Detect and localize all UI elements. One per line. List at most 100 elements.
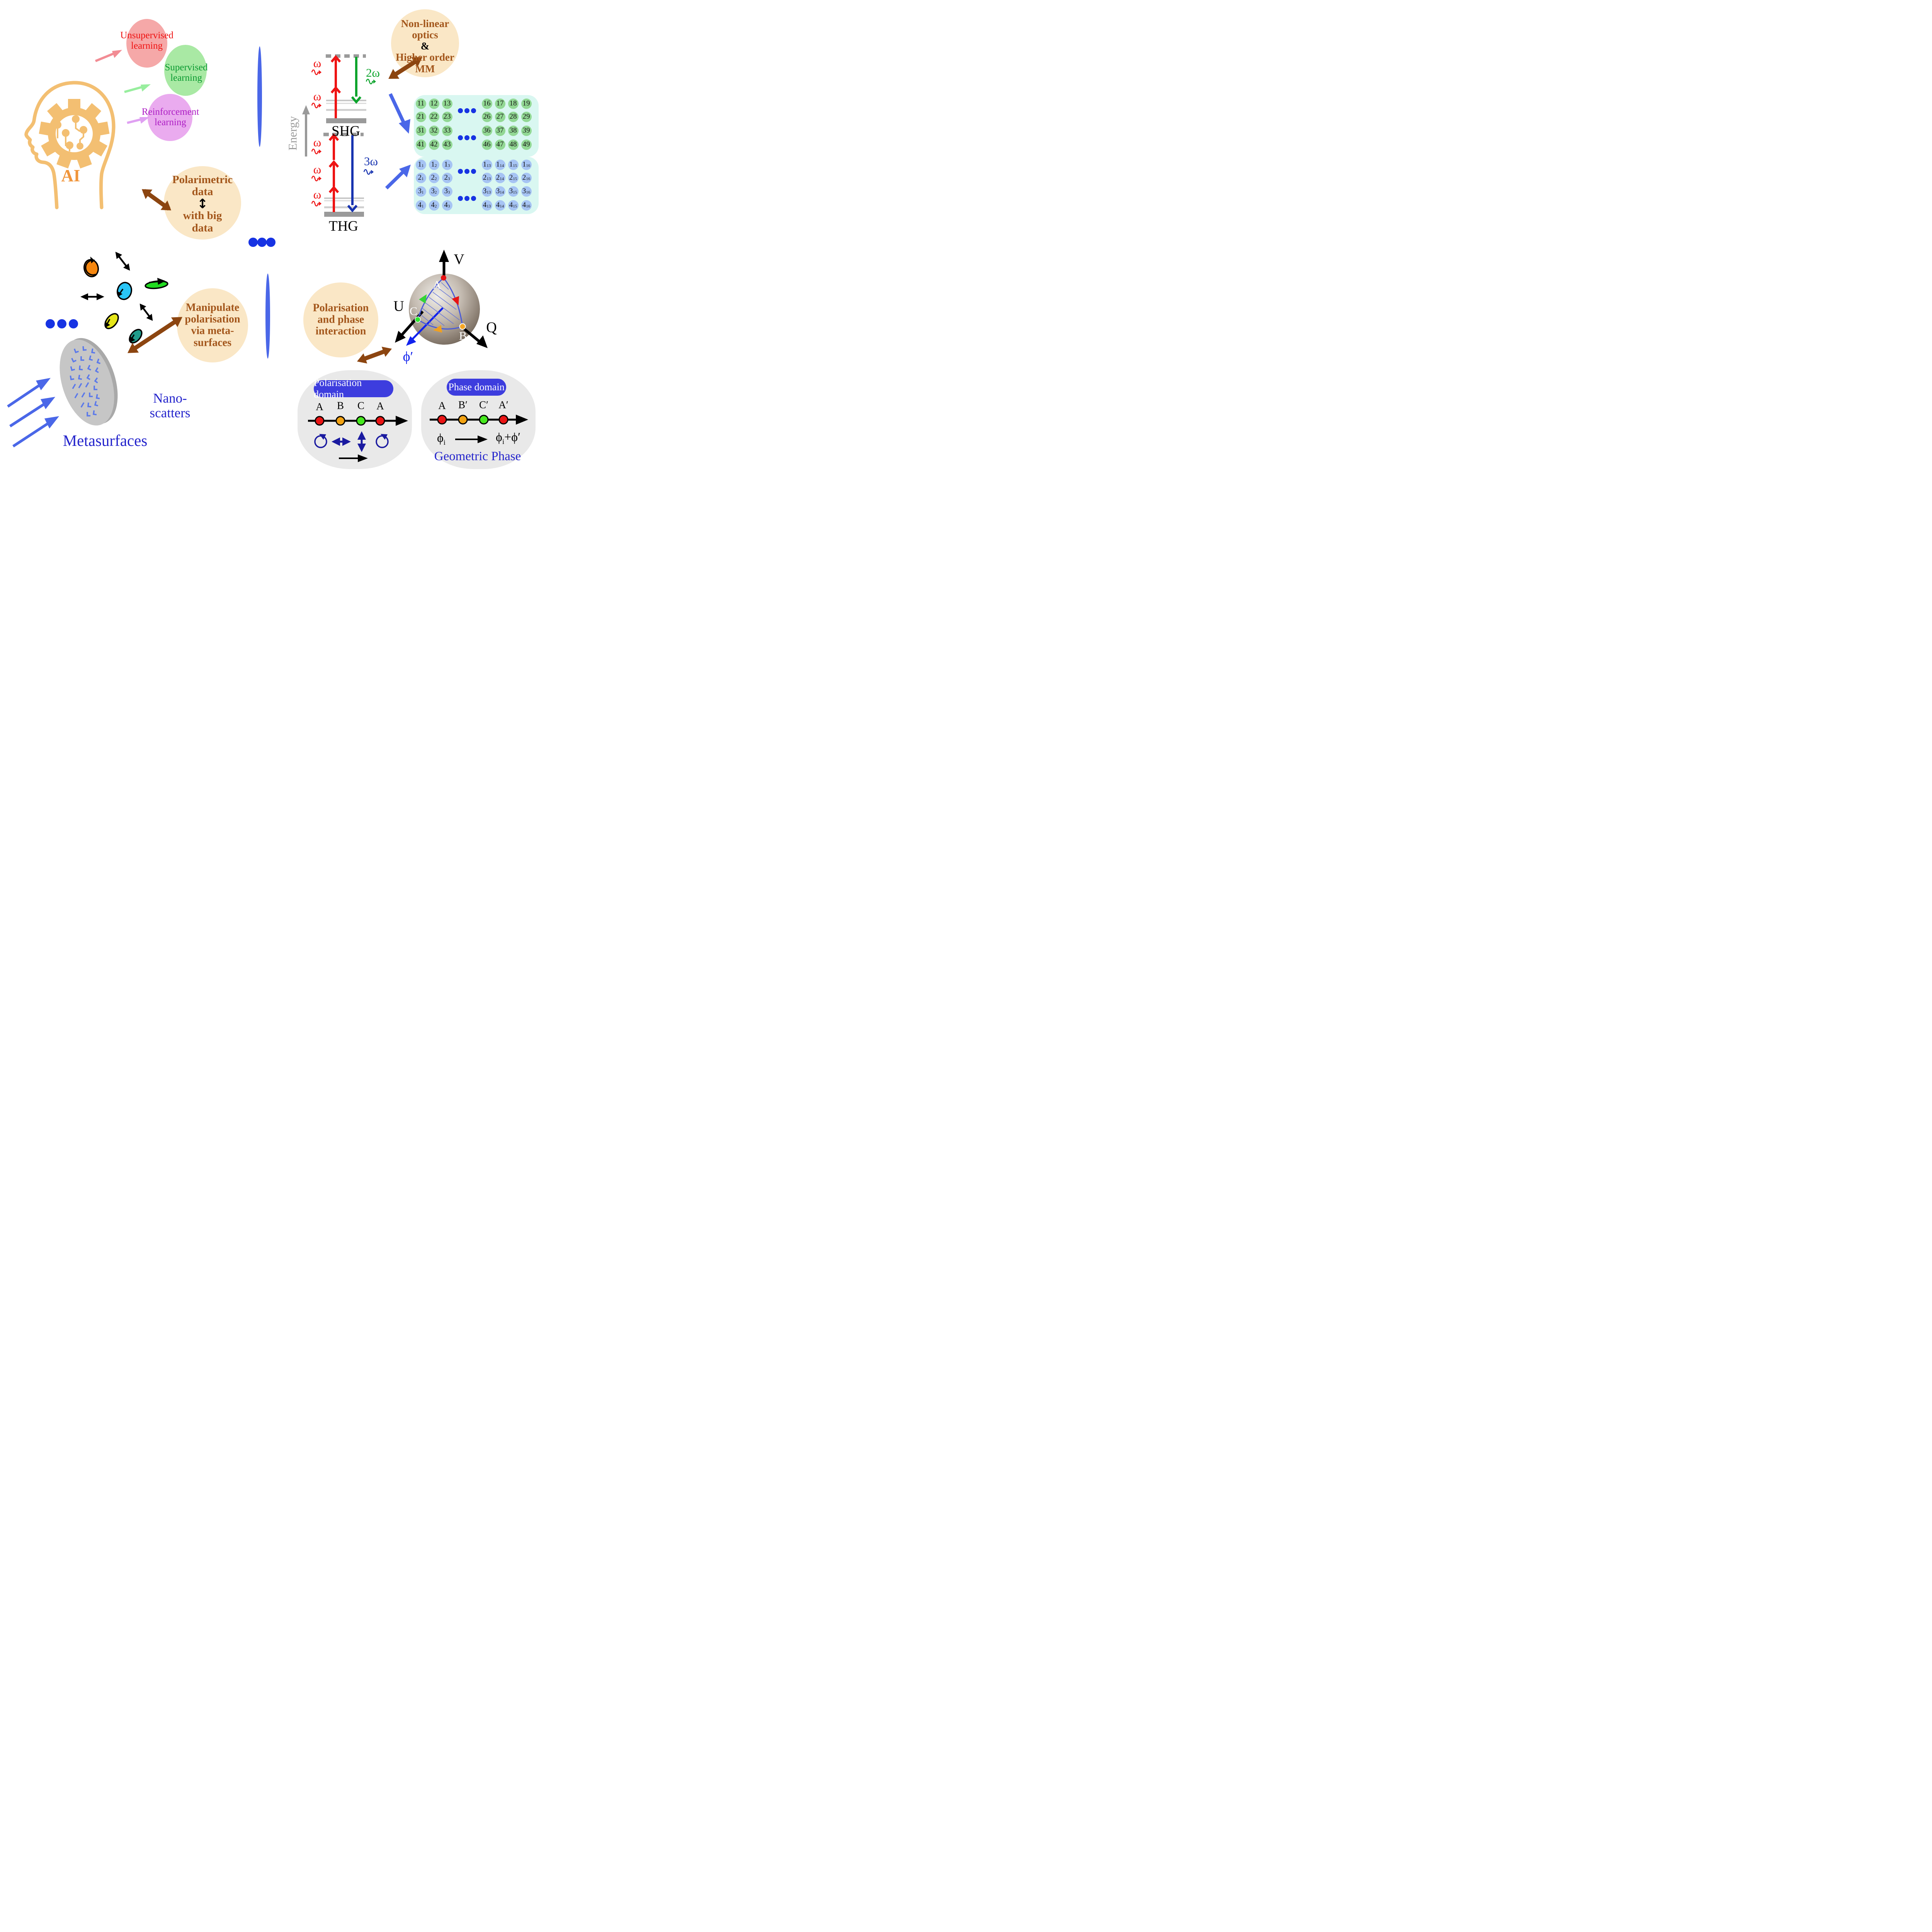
phase-point-b (458, 415, 468, 425)
ellipsis-dot (457, 196, 463, 201)
pol-label-a1: A (316, 401, 323, 413)
arrow-to-reinforcement (127, 117, 150, 124)
matrix-cell: 47 (495, 139, 505, 150)
phase-initial-formula: ϕi (437, 430, 446, 447)
phase-point-a (437, 415, 447, 425)
matrix-cell: 41 (415, 139, 426, 150)
ellipsis-dot (457, 108, 463, 113)
arrow-to-unsupervised (95, 50, 122, 62)
matrix-cell: 12 (429, 98, 439, 109)
thg-diagram (311, 133, 374, 217)
supervised-circle (164, 45, 207, 96)
stokes-matrix-panel: 11 12 13 16 17 18 19 21 22 23 26 27 28 29 31 32 33 36 37 38… (414, 95, 539, 157)
sphere-a-label: A (433, 278, 441, 291)
thg-label: THG (328, 218, 359, 235)
matrix-cell: 46 (481, 139, 492, 150)
matrix-cell: 1 15 (508, 159, 519, 170)
matrix-cell: 42 (429, 139, 439, 150)
matrix-cell: 19 (521, 98, 532, 109)
circuit-icon (54, 115, 87, 151)
path-arrow-orange (433, 325, 442, 333)
updown-arrow-icon: ↕ (197, 196, 208, 212)
matrix-cell: 28 (508, 111, 519, 122)
phase-label-a2: A′ (498, 399, 509, 411)
path-arrow-red (452, 296, 459, 306)
shg-label: SHG (331, 123, 361, 139)
unsupervised-circle (126, 19, 167, 68)
shg-omega-2: ω (313, 89, 321, 103)
axis-u-label: U (393, 298, 404, 315)
gear-icon (39, 99, 110, 169)
figure-canvas: AI Unsupervised learning Supervised lear… (0, 0, 556, 470)
matrix-cell: 4 16 (521, 200, 532, 211)
section-divider-bottom (265, 274, 270, 359)
ellipsis-dot (471, 196, 476, 201)
polarimetric-data-label: Polarimetric data ↕ with big data (172, 173, 233, 234)
ellipsis-dot (464, 168, 469, 174)
shg-emission-arrow (351, 57, 362, 104)
phase-point-c (479, 415, 489, 425)
polarisation-domain-title-pill: Polarisation domain (314, 377, 393, 400)
interaction-double-arrow (357, 347, 392, 364)
energy-axis-label: Energy (286, 116, 299, 151)
ai-data-double-arrow (141, 189, 172, 211)
matrix-cell: 38 (508, 125, 519, 136)
phase-domain-title-pill: Phase domain (447, 379, 506, 396)
pol-point-c (356, 416, 366, 426)
matrix-cell: 13 (442, 98, 452, 109)
matrix-cell: 2 16 (521, 172, 532, 183)
diagonal-double-arrow-1 (115, 252, 130, 271)
matrix-cell: 16 (481, 98, 492, 109)
section-divider-top (257, 46, 262, 147)
matrix-cell: 3 14 (495, 186, 505, 197)
nonlinear-bubble-circle (391, 9, 459, 77)
phase-label-a: A (438, 400, 446, 412)
matrix-cell: 1 14 (495, 159, 505, 170)
matrix-cell: 27 (495, 111, 505, 122)
matrix-cell: 2 15 (508, 172, 519, 183)
polarimetric-data-circle (164, 166, 241, 240)
matrix-cell: 11 (415, 98, 426, 109)
matrix-cell: 2 14 (495, 172, 505, 183)
scatterer-cyan-ellipse (116, 282, 133, 300)
matrix-cell: 39 (521, 125, 532, 136)
phase-point-a2 (498, 415, 509, 425)
matrix-cell: 17 (495, 98, 505, 109)
manipulate-double-arrow (128, 317, 182, 353)
matrix-cell: 1 16 (521, 159, 532, 170)
thg-omega-2: ω (313, 162, 321, 176)
indexed-matrix-panel: 1 1 1 2 1 3 1 13 1 14 1 15 1 16 2 1 2 2 2 3 2 13 2 14 2 15 2 16 3 1 3 2… (414, 157, 539, 214)
phi-prime-label: ϕ′ (403, 349, 413, 364)
matrix-cell: 36 (481, 125, 492, 136)
manipulate-bubble-circle (177, 288, 248, 362)
reinforcement-label: Reinforcement learning (141, 107, 199, 128)
phase-result-formula: ϕi+ϕ′ (495, 430, 521, 446)
ellipsis-dot (464, 135, 469, 140)
pump-arrows-thg (328, 133, 339, 212)
matrix-cell: 2 13 (481, 172, 492, 183)
axis-v-label: V (454, 251, 464, 268)
incident-beam-arrows (7, 378, 59, 447)
sphere-point-b (459, 323, 466, 330)
ellipsis-dot (471, 168, 476, 174)
axis-q-label: Q (486, 319, 497, 336)
ellipsis-dot (471, 135, 476, 140)
phase-label-b: B′ (458, 399, 468, 411)
ai-head-icon (24, 81, 116, 209)
matrix-cell: 48 (508, 139, 519, 150)
thg-3omega-label: 3ω (364, 154, 378, 168)
matrix-cell: 1 13 (481, 159, 492, 170)
pump-arrows-shg (330, 55, 341, 118)
shg-diagram (311, 54, 376, 123)
pol-point-b (335, 416, 345, 426)
supervised-label: Supervised learning (165, 62, 208, 83)
scatterer-green-ellipse (145, 278, 168, 289)
matrix-cell: 29 (521, 111, 532, 122)
